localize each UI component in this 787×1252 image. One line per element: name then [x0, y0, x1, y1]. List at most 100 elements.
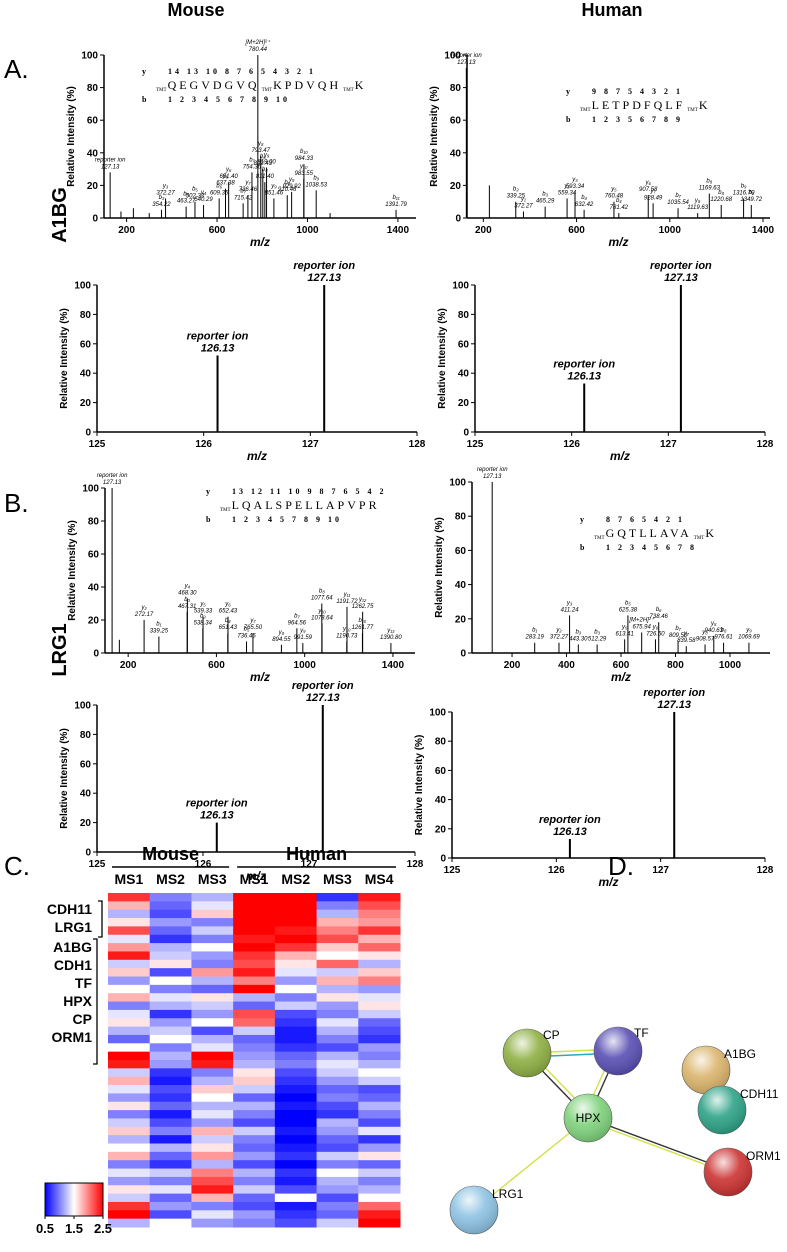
x-axis-label: m/z [246, 869, 266, 883]
peak-label: 1220.68 [710, 197, 732, 203]
heatmap-cell [233, 1151, 276, 1161]
spectrum: 0 20 40 60 80 100 200 600 1000 1400 Relative Inten… [67, 473, 415, 684]
row-label: ORM1 [52, 1029, 93, 1045]
heatmap-cell [149, 909, 192, 919]
heatmap-cell [108, 1118, 151, 1128]
peak-label: [M+2H]²⁺ [628, 616, 655, 623]
peak-label: y₅ [610, 187, 617, 193]
heatmap-cell [316, 1101, 359, 1111]
heatmap-cell [108, 901, 151, 911]
heatmap-cell [191, 1060, 234, 1069]
heatmap-cell [191, 901, 234, 911]
heatmap-cell [108, 993, 151, 1003]
peak-label: 283.19 [525, 635, 545, 641]
heatmap-cell [274, 1185, 318, 1195]
peak-label: b₉ [748, 190, 754, 196]
x-tick-label: 200 [475, 225, 492, 236]
peak-label: y₄ [200, 190, 207, 196]
spectrum: 0 20 40 60 80 100 125 126 127 128 Relative Intensi… [437, 260, 774, 463]
peak-label: b₈ [262, 167, 268, 173]
heatmap-cell [274, 1151, 318, 1161]
y-axis-label: Relative Intensity (%) [434, 517, 445, 618]
peak-label: b₃ [513, 187, 519, 193]
heatmap-cell [316, 951, 359, 961]
peak-label: 976.61 [714, 635, 732, 641]
column-label: MS3 [323, 871, 352, 887]
peak-label: b₆ [656, 607, 662, 613]
peak-label: b₃ [200, 613, 206, 619]
heatmap-cell [316, 1043, 359, 1053]
heatmap-cell [149, 1160, 192, 1170]
x-tick-label: 1000 [719, 660, 742, 671]
heatmap-cell [274, 1210, 318, 1220]
heatmap-cell [358, 1051, 401, 1061]
heatmap-cell [149, 1026, 192, 1036]
spectrum: 0 20 40 60 80 100 200 600 1000 1400 Relative Inten… [429, 51, 775, 250]
heatmap-cell [233, 1051, 276, 1061]
y-tick-label: 40 [435, 795, 447, 806]
heatmap-cell [358, 918, 401, 927]
peak-label: y₅ [199, 602, 206, 608]
peak-label: 793.47 [252, 148, 271, 154]
y-tick-label: 80 [80, 310, 92, 321]
heatmap-cell [358, 1034, 401, 1044]
peak-label: reporter ion [95, 157, 126, 163]
heatmap-cell [191, 1218, 234, 1228]
heatmap-cell [316, 1026, 359, 1036]
heatmap-cell [108, 918, 151, 927]
column-header: Mouse [167, 0, 224, 20]
peak-label: y₇ [650, 188, 657, 194]
heatmap-cell [191, 1143, 234, 1153]
peak-label: reporter ion [477, 467, 508, 473]
peak-label: 126.13 [200, 810, 234, 822]
heatmap-cell [274, 993, 318, 1003]
heatmap-cell [233, 1168, 276, 1178]
peak-label: y₇ [244, 180, 251, 186]
heatmap-cell [233, 1143, 276, 1153]
heatmap-cell [108, 1201, 151, 1211]
peptide-ion-label: y [142, 67, 146, 76]
heatmap-cell [108, 1176, 151, 1186]
tmt-tag: TMT [580, 108, 591, 113]
heatmap-cell [274, 1060, 318, 1069]
heatmap-cell [233, 1201, 276, 1211]
heatmap-cell [191, 918, 234, 927]
peptide-sequence: KPDVQH [273, 78, 341, 92]
peak-label: [M+2H]²⁺ [245, 39, 272, 46]
peak-label: reporter ion [643, 687, 705, 699]
peak-label: reporter ion [186, 798, 248, 810]
heatmap-cell [274, 1110, 318, 1119]
heatmap-cell [149, 1143, 192, 1153]
peak-label: 1169.63 [699, 186, 721, 192]
heatmap-cell [233, 918, 276, 927]
heatmap-cell [274, 959, 318, 969]
heatmap-cell [108, 1210, 151, 1220]
peak-label: reporter ion [293, 260, 355, 272]
spectrum: 0 20 40 60 80 100 125 126 127 128 Relative Intensi… [59, 260, 426, 463]
y-tick-label: 60 [458, 339, 470, 350]
heatmap-cell [358, 1193, 401, 1203]
peak-label: 1078.64 [311, 615, 333, 621]
heatmap-cell [316, 1034, 359, 1044]
heatmap-cell [191, 959, 234, 969]
y-tick-label: 80 [458, 310, 470, 321]
heatmap-cell [108, 984, 151, 994]
heatmap-cell [149, 1034, 192, 1044]
heatmap-cell [316, 1118, 359, 1128]
peak-label: 715.42 [234, 195, 253, 201]
peak-label: y₄ [184, 584, 191, 590]
heatmap-cell [274, 1051, 318, 1061]
heatmap-cell [233, 943, 276, 952]
heatmap-cell [233, 934, 276, 944]
x-axis-label: m/z [608, 235, 628, 249]
node-label: TF [634, 1026, 649, 1040]
heatmap-cell [274, 1193, 318, 1203]
peak-label: 559.34 [558, 190, 577, 196]
heatmap-cell [108, 1034, 151, 1044]
peak-label: 928.49 [644, 195, 663, 201]
y-tick-label: 40 [87, 148, 99, 159]
peak-label: y₅ [222, 174, 229, 180]
heatmap-cell [233, 893, 276, 902]
heatmap-cell [274, 1135, 318, 1144]
y-axis-label: Relative Intensity (%) [429, 86, 440, 187]
